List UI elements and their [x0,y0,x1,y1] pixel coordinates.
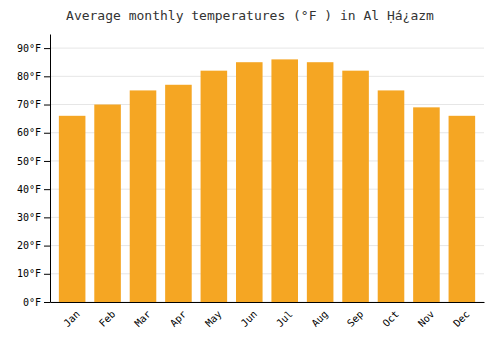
y-tick-label: 50°F [17,156,41,167]
y-tick-label: 10°F [17,268,41,279]
y-tick: 80°F [17,71,50,82]
y-tick: 50°F [17,156,50,167]
x-tick: Jul [274,308,295,329]
bar [59,116,86,302]
bar [449,116,476,302]
y-tick-label: 90°F [17,43,41,54]
y-tick: 60°F [17,127,50,138]
y-tick-mark [44,189,50,190]
y-tick-label: 60°F [17,127,41,138]
title: Average monthly temperatures (°F ) in Al… [66,8,434,23]
bar [130,90,157,302]
y-tick: 0°F [23,297,50,308]
y-tick: 30°F [17,212,50,223]
x-tick-label: Aug [309,308,330,329]
x-tick: Jun [239,308,260,329]
x-tick-label: Dec [451,308,472,329]
bar [413,107,440,302]
y-tick-label: 30°F [17,212,41,223]
y-tick: 40°F [17,184,50,195]
y-axis: 0°F 10°F 20°F 30°F 40°F 50°F 60°F 70°F 80°F 90°F [17,35,51,308]
y-tick-label: 20°F [17,240,41,251]
chart: 0°F 10°F 20°F 30°F 40°F 50°F 60°F 70°F 80°F 90°F J… [0,0,500,350]
y-axis-line [50,35,51,303]
x-tick: Dec [451,308,472,329]
y-tick: 90°F [17,43,50,54]
bar [342,71,369,302]
x-tick-label: Jul [274,308,295,329]
bar [94,105,121,302]
x-tick: Feb [97,308,118,329]
y-tick-mark [44,161,50,162]
bar [236,62,263,302]
x-tick: Oct [380,308,401,329]
x-tick-label: Oct [380,308,401,329]
x-axis: Jan Feb Mar Apr May Jun Jul Aug Sep Oct Nov Dec [51,303,485,329]
x-tick: Mar [132,308,153,329]
bar [165,85,192,302]
y-tick-mark [44,76,50,77]
x-tick: Jan [61,308,82,329]
x-tick-label: May [203,308,224,329]
bars [59,59,475,302]
bar [201,71,228,302]
x-tick-label: Jun [239,308,260,329]
y-tick-mark [44,246,50,247]
y-tick-label: 70°F [17,99,41,110]
y-tick: 20°F [17,240,50,251]
y-tick-label: 80°F [17,71,41,82]
x-axis-line [51,302,485,303]
y-tick-mark [44,302,50,303]
bar [378,90,405,302]
y-tick-mark [44,105,50,106]
x-tick: Nov [416,308,437,329]
y-tick-label: 40°F [17,184,41,195]
x-tick-label: Mar [132,308,153,329]
y-tick-mark [44,217,50,218]
y-tick: 70°F [17,99,50,110]
x-tick: Apr [168,308,189,329]
grid-line [50,48,484,49]
y-tick-label: 0°F [23,297,41,308]
plot: 0°F 10°F 20°F 30°F 40°F 50°F 60°F 70°F 80°F 90°F J… [17,35,485,329]
y-tick-mark [44,274,50,275]
grid-line [50,76,484,77]
grid [50,48,484,302]
x-tick: Aug [309,308,330,329]
y-tick: 10°F [17,268,50,279]
x-tick-label: Feb [97,308,118,329]
x-tick-label: Jan [61,308,82,329]
x-tick-label: Sep [345,308,366,329]
bar [271,59,298,302]
bar [307,62,334,302]
x-tick: Sep [345,308,366,329]
y-tick-mark [44,133,50,134]
x-tick-label: Nov [416,308,437,329]
y-tick-mark [44,48,50,49]
x-tick: May [203,308,224,329]
x-tick-label: Apr [168,308,189,329]
